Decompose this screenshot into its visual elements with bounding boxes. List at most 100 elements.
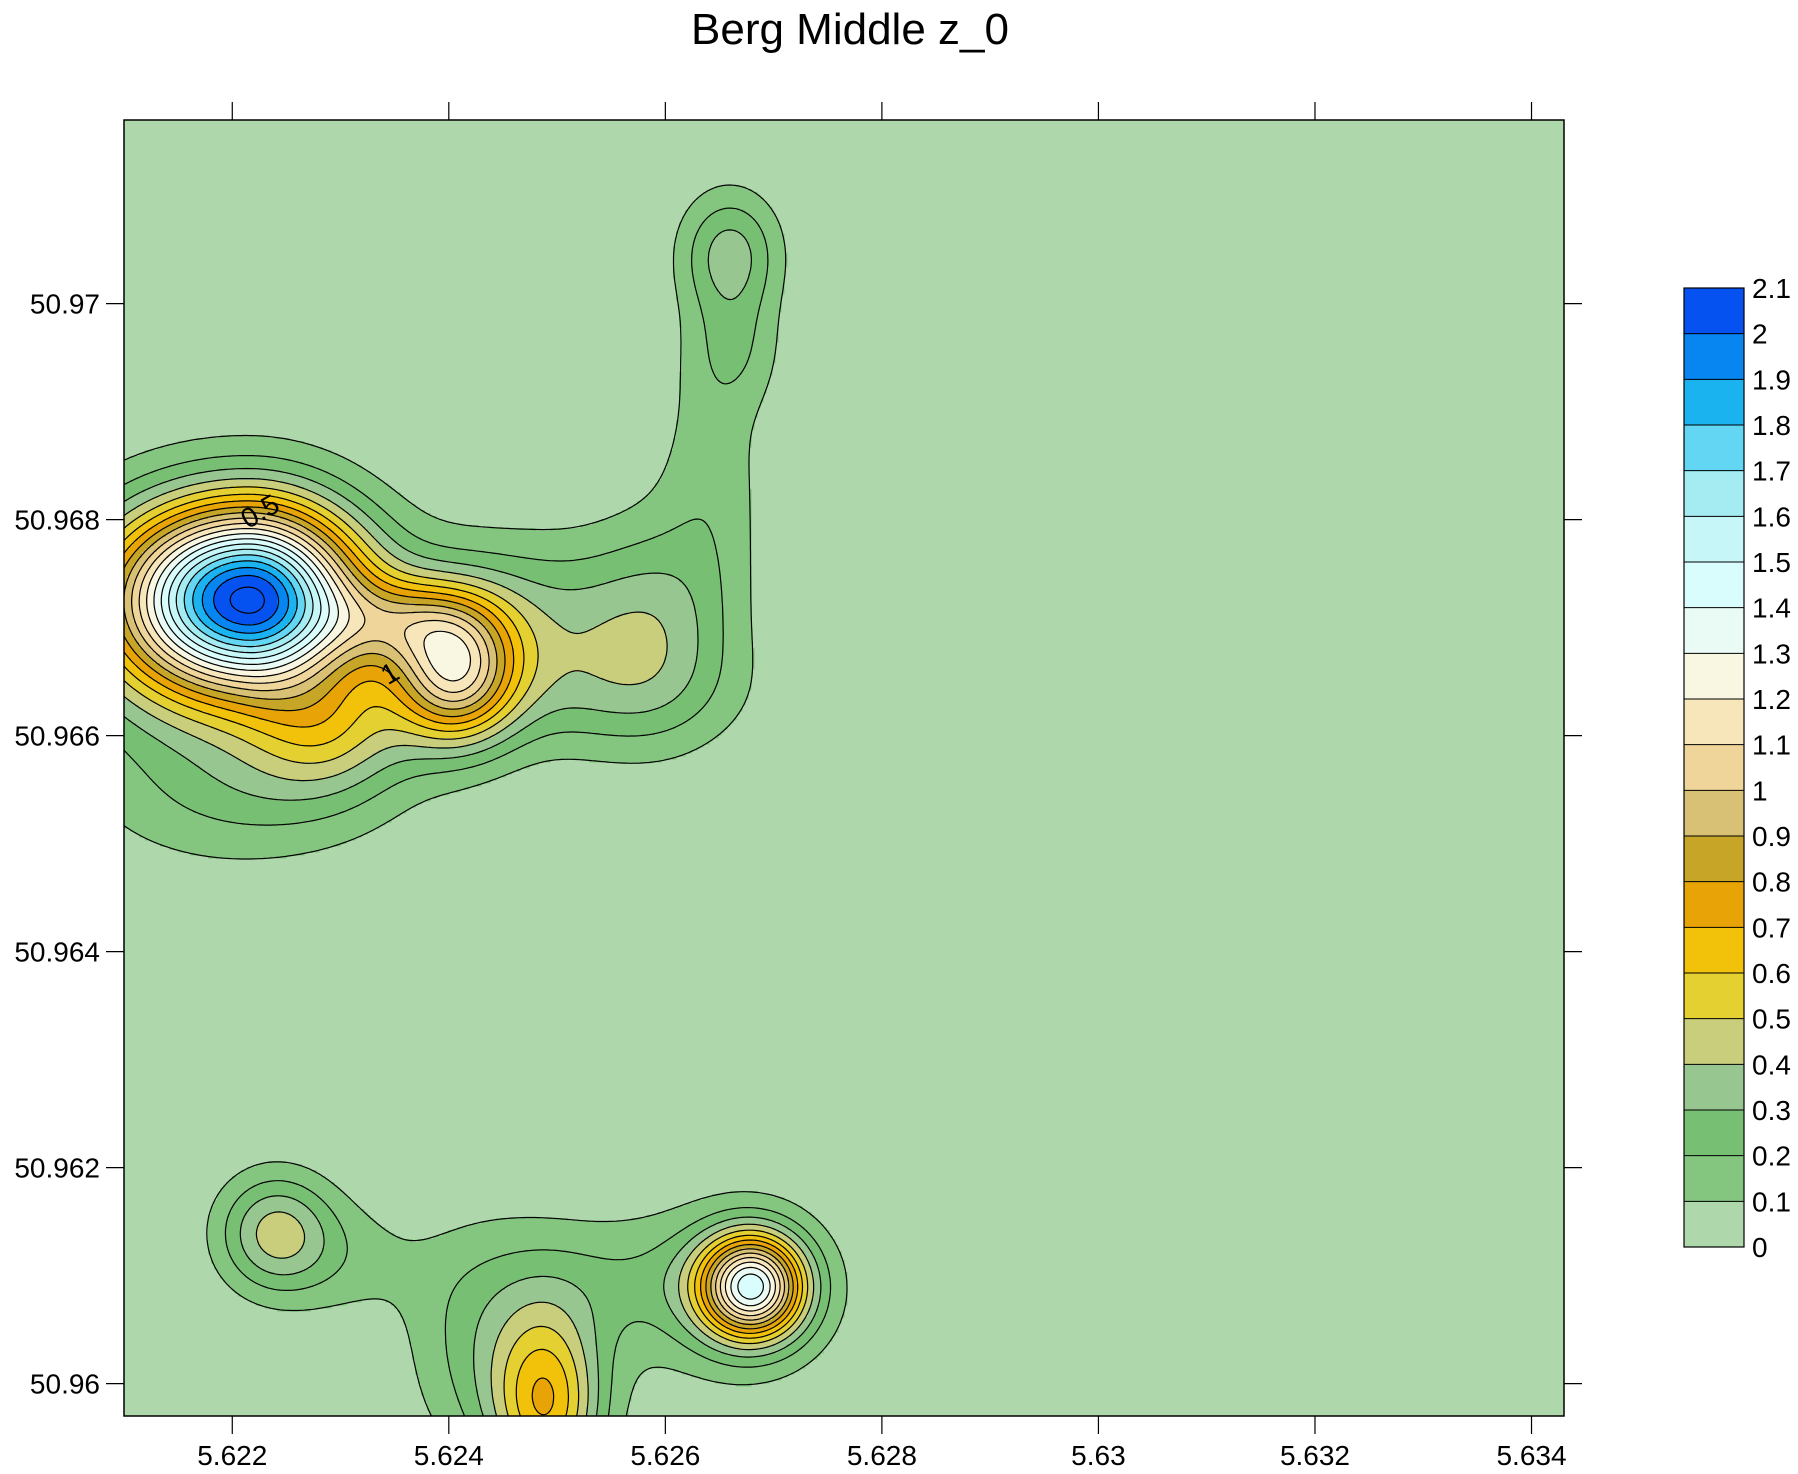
contour-band-cell [679,396,764,400]
contour-band-cell [160,636,170,640]
contour-band-cell [391,516,437,520]
contour-band-cell [691,267,710,271]
contour-band-cell [721,657,755,661]
contour-band-cell [523,1359,560,1363]
contour-band-cell [286,1212,314,1216]
contour-band-cell [154,651,167,655]
contour-band-cell [700,1317,707,1321]
contour-band-cell [535,672,569,676]
contour-band-cell [142,657,152,661]
contour-band-cell [160,555,170,559]
contour-band-cell [811,1233,830,1237]
contour-band-cell [220,435,269,439]
colorbar-swatch [1684,1110,1744,1157]
contour-band-cell [241,738,281,742]
contour-band-cell [733,1293,743,1297]
contour-band-cell [355,486,392,490]
contour-band-cell [304,798,371,802]
contour-band-cell [289,621,302,625]
contour-band-cell [337,600,347,604]
contour-band-cell [340,588,347,592]
contour-band-cell [688,1329,701,1333]
contour-band-cell [691,255,710,259]
contour-band-cell [568,1386,578,1390]
contour-band-cell [124,699,131,703]
contour-band-cell [163,648,173,652]
contour-band-cell [343,507,359,511]
contour-band-cell [601,519,692,523]
contour-band-cell [814,1314,827,1318]
contour-band-cell [298,597,305,601]
contour-band-cell [586,1368,599,1372]
contour-band-cell [427,1407,464,1411]
contour-band-cell [706,327,755,331]
contour-band-cell [433,711,473,715]
contour-band-cell [283,504,305,508]
contour-band-cell [712,1194,773,1198]
contour-band-cell [364,711,395,715]
contour-band-cell [562,1365,575,1369]
contour-band-cell [610,1398,632,1402]
contour-band-cell [568,1410,578,1414]
contour-line-1.8 [192,560,298,641]
contour-band-cell [694,609,725,613]
contour-band-cell [787,1356,818,1360]
contour-band-cell [703,192,758,196]
contour-band-cell [340,666,362,670]
contour-band-cell [169,627,179,631]
contour-band-cell [412,1356,449,1360]
contour-band-cell [127,498,152,502]
contour-band-cell [610,1407,629,1411]
contour-band-cell [382,570,404,574]
contour-band-cell [775,1278,779,1282]
contour-band-cell [211,627,227,631]
contour-band-cell [124,714,152,718]
y-tick-label: 50.97 [30,289,100,320]
contour-band-cell [766,1272,773,1276]
contour-band-cell [304,504,320,508]
contour-band-cell [403,669,413,673]
contour-band-cell [712,1275,719,1279]
contour-band-cell [172,522,188,526]
contour-band-cell [139,627,146,631]
contour-band-cell [613,681,644,685]
contour-band-cell [271,558,284,562]
contour-band-cell [724,615,752,619]
contour-band-cell [124,687,134,691]
contour-band-cell [769,1284,776,1288]
contour-band-cell [286,609,296,613]
contour-band-cell [304,1203,326,1207]
contour-band-cell [730,1218,767,1222]
contour-band-cell [673,1260,686,1264]
contour-band-cell [718,558,752,562]
contour-band-cell [313,606,323,610]
contour-band-cell [277,561,290,565]
contour-band-cell [688,1284,695,1288]
contour-band-cell [652,537,713,541]
contour-band-cell [430,1413,464,1416]
contour-band-cell [820,1323,839,1327]
contour-band-cell [598,1404,611,1408]
contour-band-cell [142,585,149,589]
contour-band-cell [676,288,698,292]
contour-band-cell [730,381,770,385]
contour-band-cell [430,1410,464,1414]
contour-band-cell [682,345,707,349]
contour-band-cell [712,363,746,367]
contour-band-cell [412,696,425,700]
contour-band-cell [517,1407,536,1411]
contour-band-cell [274,654,290,658]
contour-band-cell [316,1194,347,1198]
contour-band-cell [397,663,410,667]
contour-band-cell [208,741,248,745]
contour-band-cell [124,594,134,598]
contour-band-cell [502,642,512,646]
contour-band-cell [718,552,752,556]
contour-band-cell [217,609,278,613]
contour-band-cell [760,1278,770,1282]
contour-band-cell [514,693,527,697]
contour-band-cell [124,603,134,607]
contour-band-cell [331,576,341,580]
contour-band-cell [520,1368,563,1372]
contour-band-cell [613,1377,638,1381]
